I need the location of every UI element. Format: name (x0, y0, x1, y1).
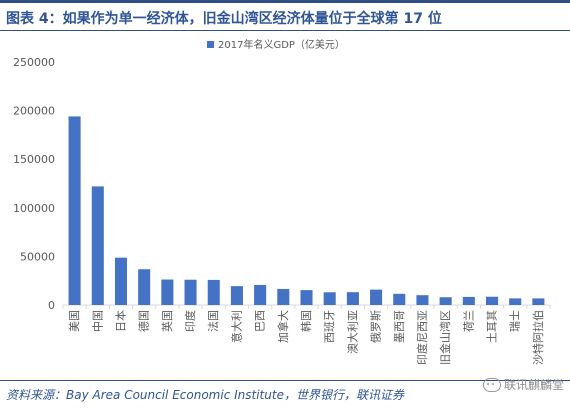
title-rule (0, 30, 570, 31)
x-tick-label: 美国 (68, 310, 81, 332)
bar (68, 116, 81, 305)
x-tick-label: 旧金山湾区 (438, 310, 452, 365)
x-tick-label: 瑞士 (508, 310, 522, 332)
bar (370, 289, 383, 305)
y-tick-label: 50000 (20, 250, 55, 263)
bar (462, 296, 475, 305)
y-tick-label: 250000 (13, 56, 55, 69)
x-tick-label: 巴西 (254, 310, 267, 332)
x-tick-label: 意大利 (229, 310, 243, 343)
bottom-rule (0, 380, 570, 381)
bar (277, 288, 290, 305)
figure-title: 图表 4：如果作为单一经济体，旧金山湾区经济体量位于全球第 17 位 (6, 11, 442, 27)
x-tick-label: 土耳其 (486, 310, 499, 343)
x-tick-label: 墨西哥 (393, 310, 406, 343)
x-tick-label: 日本 (113, 310, 127, 332)
top-rule (0, 0, 570, 3)
watermark: 联讯麒麟堂 (482, 376, 564, 393)
y-tick-label: 100000 (13, 202, 55, 215)
bar (91, 186, 104, 305)
x-tick-label: 德国 (137, 310, 151, 332)
bar (485, 296, 499, 305)
bar (439, 297, 452, 305)
bar (323, 292, 336, 305)
y-tick-label: 200000 (13, 105, 55, 118)
bar (300, 290, 313, 305)
x-tick-label: 中国 (91, 310, 104, 332)
bar (254, 284, 267, 305)
bar (207, 279, 220, 305)
watermark-text: 联讯麒麟堂 (503, 378, 564, 392)
y-tick-label: 0 (48, 299, 55, 312)
x-tick-label: 俄罗斯 (370, 310, 383, 343)
bar (114, 257, 128, 305)
bar (532, 298, 545, 305)
bar (184, 279, 197, 305)
bar (346, 292, 359, 305)
x-tick-label: 西班牙 (323, 310, 336, 343)
x-tick-label: 澳大利亚 (345, 310, 359, 354)
bar (416, 295, 429, 305)
bar (230, 286, 243, 305)
x-tick-label: 沙特阿拉伯 (531, 310, 545, 365)
legend-label: 2017年名义GDP（亿美元） (218, 38, 345, 51)
bar (509, 298, 522, 305)
x-tick-label: 印度 (183, 310, 197, 332)
bar (161, 279, 174, 305)
bar (138, 269, 151, 305)
x-tick-label: 加拿大 (276, 310, 290, 343)
gdp-bar-chart: 0 50000 100000 150000 200000 250000 2017年名义GDP… (13, 38, 551, 365)
x-tick-label: 韩国 (299, 310, 313, 332)
source-note: 资料来源：Bay Area Council Economic Institute… (6, 388, 404, 402)
legend-swatch (207, 41, 214, 48)
y-tick-label: 150000 (13, 153, 55, 166)
bar (393, 293, 406, 305)
wechat-icon (482, 377, 501, 392)
x-tick-label: 英国 (160, 310, 174, 332)
x-tick-label: 印度尼西亚 (415, 310, 429, 365)
x-tick-label: 法国 (206, 310, 220, 332)
x-tick-label: 荷兰 (462, 310, 475, 332)
